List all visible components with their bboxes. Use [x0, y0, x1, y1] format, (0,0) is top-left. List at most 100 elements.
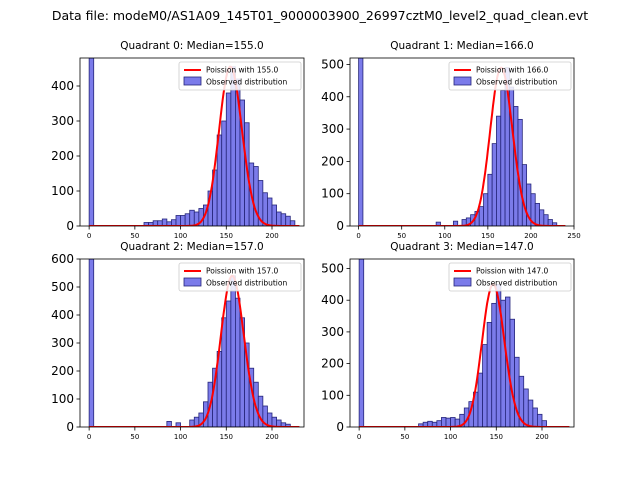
histogram-bar — [543, 214, 549, 226]
histogram-bar — [527, 399, 534, 427]
histogram-bar — [445, 417, 451, 427]
y-tick-label: 0 — [336, 219, 344, 233]
histogram-bar — [539, 209, 545, 226]
histogram-bar — [180, 215, 186, 226]
panel-title: Quadrant 2: Median=157.0 — [120, 241, 263, 253]
y-tick-label: 200 — [51, 364, 74, 378]
histogram-bar — [225, 300, 232, 427]
y-tick-label: 300 — [51, 336, 74, 350]
axes-frame — [79, 57, 305, 227]
histogram-bar — [491, 143, 497, 226]
legend-label-poisson: Poission with 166.0 — [476, 66, 549, 75]
histogram-bar — [478, 206, 484, 226]
y-tick-label: 400 — [51, 308, 74, 322]
histogram-bar — [230, 66, 236, 226]
poisson-curve — [89, 274, 300, 427]
histogram-bar — [271, 204, 277, 226]
histogram-bar — [537, 413, 543, 427]
histogram-bar — [276, 211, 282, 226]
legend: Poission with 155.0 Observed distribution — [178, 61, 302, 91]
plot-area — [358, 58, 566, 226]
legend: Poission with 147.0 Observed distribution — [448, 262, 572, 292]
x-tick-label: 100 — [438, 232, 451, 240]
histogram-bar — [491, 302, 497, 427]
x-tick-label: 50 — [400, 433, 409, 441]
histogram-bar — [267, 197, 273, 226]
y-tick-label: 0 — [66, 219, 74, 233]
x-tick-label: 100 — [444, 433, 457, 441]
legend-label-poisson: Poission with 147.0 — [476, 267, 549, 276]
x-tick-label: 50 — [397, 232, 406, 240]
histogram-bar — [189, 209, 195, 226]
x-tick-label: 0 — [356, 232, 360, 240]
y-tick-label: 500 — [321, 57, 344, 71]
histogram-bar — [285, 215, 291, 226]
y-tick-label: 100 — [321, 187, 344, 201]
legend-box — [448, 61, 572, 91]
y-tick-label: 200 — [51, 149, 74, 163]
x-tick-label: 150 — [490, 433, 503, 441]
panel-title: Quadrant 1: Median=166.0 — [390, 40, 533, 52]
x-tick-label: 250 — [567, 232, 580, 240]
y-tick-label: 200 — [321, 154, 344, 168]
legend-box — [178, 61, 302, 91]
x-tick-label: 200 — [535, 433, 548, 441]
y-tick-label: 0 — [336, 420, 344, 434]
x-tick-label: 200 — [265, 433, 278, 441]
histogram-bar — [175, 215, 181, 226]
histogram-bar — [184, 213, 191, 226]
y-tick-label: 300 — [51, 114, 74, 128]
legend-box — [178, 262, 302, 292]
histogram-bar — [221, 317, 227, 427]
y-tick-label: 300 — [321, 122, 344, 136]
histogram-bar — [230, 275, 236, 427]
histogram-bar — [435, 221, 441, 226]
x-tick-label: 50 — [130, 433, 139, 441]
legend-label-observed: Observed distribution — [206, 78, 287, 87]
histogram-bar — [532, 407, 538, 427]
histogram-bar — [500, 89, 506, 226]
y-tick-label: 100 — [51, 392, 74, 406]
histogram-bar — [534, 202, 540, 226]
x-tick-label: 150 — [220, 433, 233, 441]
histogram-bar — [523, 388, 529, 427]
y-tick-label: 600 — [51, 252, 74, 266]
histogram-bar — [262, 192, 268, 226]
histogram-bar — [88, 259, 95, 427]
legend-bar-swatch — [453, 277, 472, 287]
histogram-bar — [450, 417, 456, 427]
figure-suptitle: Data file: modeM0/AS1A09_145T01_90000039… — [52, 8, 588, 23]
legend-label-observed: Observed distribution — [476, 78, 557, 87]
histogram-bar — [289, 220, 296, 226]
y-tick-label: 300 — [321, 325, 344, 339]
panel-title: Quadrant 0: Median=155.0 — [120, 40, 263, 52]
x-tick-label: 0 — [357, 433, 361, 441]
legend-label-poisson: Poission with 155.0 — [206, 66, 279, 75]
x-tick-label: 0 — [87, 433, 91, 441]
histogram-bar — [161, 218, 168, 226]
histogram-bar — [225, 92, 232, 226]
legend-label-observed: Observed distribution — [206, 279, 287, 288]
y-tick-label: 200 — [321, 357, 344, 371]
plot-area — [88, 259, 300, 427]
legend-bar-swatch — [183, 76, 202, 86]
plot-area — [358, 259, 570, 427]
histogram-bar — [88, 58, 95, 226]
histogram-bar — [486, 321, 493, 427]
histogram-bar — [221, 120, 227, 226]
x-tick-label: 0 — [87, 232, 91, 240]
legend-label-observed: Observed distribution — [476, 279, 557, 288]
poisson-curve — [89, 65, 300, 226]
histogram-bar — [358, 58, 364, 226]
histogram-bar — [496, 115, 502, 226]
axes-frame — [349, 57, 575, 227]
histogram-bar — [280, 213, 287, 226]
histogram-bar — [235, 297, 241, 427]
histogram-bar — [482, 344, 488, 427]
histogram-bar — [483, 193, 489, 226]
x-tick-label: 150 — [481, 232, 494, 240]
y-tick-label: 400 — [321, 293, 344, 307]
legend-bar-swatch — [183, 277, 202, 287]
x-tick-label: 100 — [174, 232, 187, 240]
